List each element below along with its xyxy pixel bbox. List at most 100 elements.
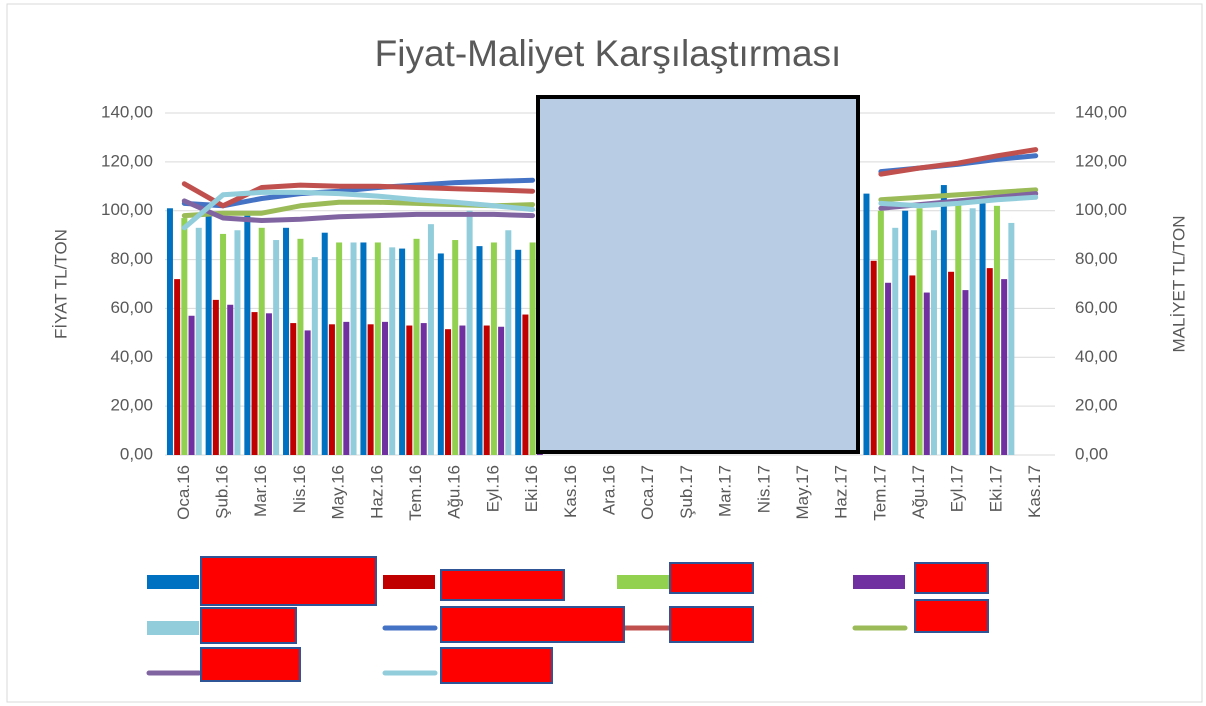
x-tick-label: Ağu.16 [445,465,464,519]
bar [522,314,529,455]
line-series [181,147,1039,209]
bar [290,323,297,455]
redaction [914,599,989,633]
bar [227,304,234,455]
bar [515,249,522,455]
y-tick-label: 140,00 [101,102,153,121]
bar [529,242,536,455]
legend-swatch [853,575,905,589]
bar [244,215,251,455]
x-tick-label: Ağu.17 [909,465,928,519]
bar [343,321,350,455]
bar [360,242,367,455]
bar [420,323,427,455]
bar [863,193,870,455]
bar [993,205,1000,455]
bar [476,246,483,455]
y-tick-label: 40,00 [110,347,153,366]
bar [258,227,265,455]
x-tick-label: Haz.16 [367,465,386,519]
legend-swatch [147,575,199,589]
bar [923,292,930,455]
bar [505,230,512,455]
x-tick-label: Tem.17 [870,465,889,521]
bar [445,329,452,455]
bar [174,279,181,455]
bar [962,290,969,455]
legend-swatch [617,575,669,589]
x-tick-label: May.17 [793,465,812,520]
x-tick-label: Kas.16 [561,465,580,518]
bar [205,215,212,455]
bar [389,247,396,455]
x-tick-label: Eki.16 [522,465,541,512]
bar [490,242,497,455]
line-series [181,189,1039,231]
y2-tick-label: 100,00 [1075,200,1127,219]
redaction [914,562,989,594]
y-axis-title: FİYAT TL/TON [51,229,70,339]
redaction [200,607,297,644]
bar [986,268,993,455]
x-tick-label: May.16 [329,465,348,520]
x-tick-label: Oca.17 [638,465,657,520]
bar [885,282,892,455]
legend-swatch [147,621,199,635]
bar [382,321,389,455]
redaction [200,647,301,682]
bar [304,330,311,455]
bar [399,248,406,455]
x-tick-label: Oca.16 [174,465,193,520]
bar [181,218,188,455]
y2-tick-label: 20,00 [1075,396,1118,415]
bar [311,257,318,455]
x-tick-label: Eyl.17 [948,465,967,512]
y2-tick-label: 140,00 [1075,102,1127,121]
bar [265,313,272,455]
y2-axis-title: MALİYET TL/TON [1169,216,1188,353]
x-tick-label: Ara.16 [599,465,618,515]
bar [1001,279,1008,455]
bar [452,240,459,455]
chart-title: Fiyat-Maliyet Karşılaştırması [375,33,842,74]
y-tick-label: 0,00 [120,444,153,463]
y-tick-label: 100,00 [101,200,153,219]
legend-swatch [383,575,435,589]
redaction [200,556,377,606]
bar [437,253,444,455]
bar [406,325,413,455]
x-tick-label: Şub.17 [677,465,696,519]
x-tick-label: Eyl.16 [483,465,502,512]
bar [930,230,937,455]
y2-tick-label: 120,00 [1075,151,1127,170]
bar [870,260,877,455]
x-tick-label: Şub.16 [213,465,232,519]
redaction [440,606,625,643]
plot-area: 0,00 20,00 40,00 60,00 80,00 100,00 120,00 140,… [101,102,1127,520]
bar [909,275,916,455]
bar [234,230,241,455]
y2-tick-label: 0,00 [1075,444,1108,463]
bar [940,185,947,456]
y2-tick-label: 60,00 [1075,298,1118,317]
bar [321,232,328,455]
y-tick-label: 20,00 [110,396,153,415]
bar [350,242,357,455]
redaction [669,606,754,643]
x-tick-label: Nis.17 [754,465,773,513]
bar [1008,222,1015,455]
bar [483,325,490,455]
bar [498,326,505,455]
y2-tick-label: 80,00 [1075,249,1118,268]
bar [283,227,290,455]
redaction [440,569,565,601]
redaction [669,562,754,594]
redaction [440,647,553,684]
bar [877,210,884,455]
bar [902,210,909,455]
bar [413,238,420,455]
bar [955,203,962,455]
x-tick-label: Eki.17 [986,465,1005,512]
bar [336,242,343,455]
